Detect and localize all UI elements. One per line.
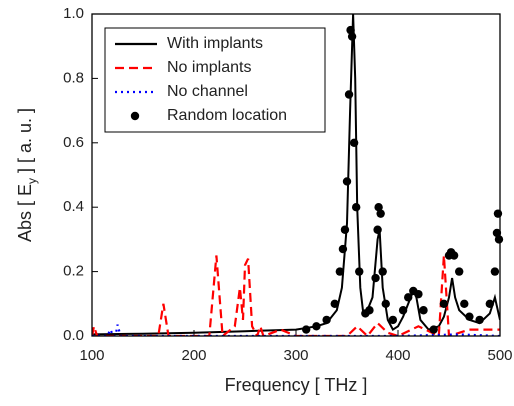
marker	[494, 235, 504, 244]
marker	[338, 244, 348, 254]
y-tick-label: 0.6	[63, 134, 84, 151]
marker	[373, 225, 382, 234]
marker	[374, 203, 383, 212]
legend-label: Random location	[167, 107, 287, 124]
x-tick-label: 300	[283, 347, 308, 364]
marker	[349, 138, 359, 147]
y-label-sub: y	[25, 178, 39, 184]
marker	[351, 203, 361, 212]
marker	[492, 228, 502, 238]
marker	[429, 325, 438, 334]
x-tick-label: 200	[181, 347, 206, 364]
marker	[455, 267, 464, 276]
marker	[302, 325, 311, 334]
marker	[404, 293, 413, 302]
y-label-main: Abs [ E	[15, 184, 35, 242]
marker	[312, 322, 321, 331]
marker	[344, 90, 354, 99]
marker	[322, 315, 331, 325]
marker	[371, 273, 380, 283]
marker	[381, 299, 390, 308]
marker	[347, 32, 357, 41]
marker	[330, 299, 339, 308]
marker	[346, 25, 355, 35]
marker	[365, 306, 374, 315]
y-tick-label: 0.0	[63, 327, 84, 344]
y-tick-label: 1.0	[63, 5, 84, 22]
marker	[414, 289, 423, 299]
y-tick-label: 0.4	[63, 198, 84, 215]
marker	[355, 267, 364, 276]
marker	[376, 209, 385, 218]
x-tick-label: 500	[487, 347, 512, 364]
x-tick-label: 100	[79, 347, 104, 364]
marker	[378, 267, 387, 276]
marker	[398, 306, 408, 315]
marker	[485, 299, 494, 308]
marker	[419, 306, 428, 315]
legend-label: No implants	[167, 59, 251, 76]
marker	[449, 251, 459, 260]
marker	[342, 177, 352, 186]
marker	[340, 225, 350, 234]
series-line	[92, 255, 500, 336]
y-tick-label: 0.8	[63, 69, 84, 86]
y-label-tail: ] [ a. u. ]	[15, 108, 35, 178]
marker	[490, 267, 500, 276]
x-tick-label: 400	[385, 347, 410, 364]
marker	[335, 267, 345, 276]
x-axis-label: Frequency [ THz ]	[225, 375, 368, 395]
marker	[475, 315, 484, 325]
legend-label: With implants	[167, 35, 263, 52]
series-line	[92, 14, 500, 336]
legend-label: No channel	[167, 83, 248, 100]
marker	[460, 299, 469, 308]
marker	[465, 312, 474, 321]
legend-marker	[130, 111, 140, 121]
y-axis-label: Abs [ Ey ] [ a. u. ]	[15, 108, 39, 242]
marker	[493, 209, 503, 218]
legend-box	[104, 27, 326, 133]
y-tick-label: 0.2	[63, 263, 84, 280]
marker	[439, 299, 449, 308]
marker	[388, 315, 398, 325]
plot-frame	[91, 13, 501, 337]
